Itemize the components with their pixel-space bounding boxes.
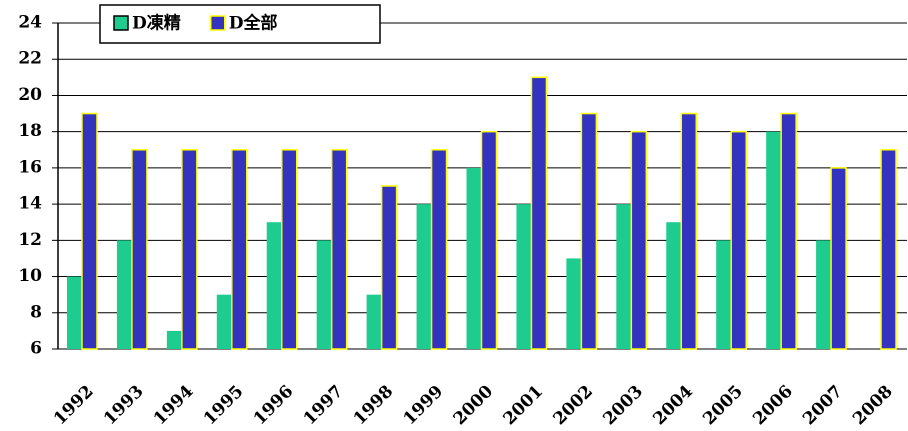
x-tick-label: 2005 bbox=[699, 382, 747, 430]
bar bbox=[516, 204, 532, 349]
bar bbox=[466, 167, 482, 349]
bar bbox=[666, 222, 682, 349]
bar bbox=[566, 258, 582, 349]
x-tick-label: 1995 bbox=[200, 382, 248, 430]
y-tick-label: 24 bbox=[18, 13, 42, 33]
bar bbox=[330, 149, 348, 350]
bar bbox=[266, 222, 282, 349]
x-tick-label: 1992 bbox=[50, 382, 98, 430]
x-tick-label: 2004 bbox=[649, 381, 697, 429]
x-tick-label: 2001 bbox=[500, 382, 548, 430]
bar bbox=[316, 240, 332, 349]
y-tick-label: 8 bbox=[30, 302, 42, 322]
x-tick-label: 2000 bbox=[450, 381, 498, 429]
y-tick-label: 6 bbox=[30, 339, 42, 359]
y-tick-label: 20 bbox=[18, 85, 42, 105]
bar bbox=[716, 240, 732, 349]
bar bbox=[830, 167, 847, 350]
bar bbox=[480, 130, 498, 350]
y-tick-label: 10 bbox=[18, 266, 42, 286]
bar bbox=[880, 149, 897, 350]
x-tick-label: 1997 bbox=[300, 382, 348, 430]
x-tick-label: 2008 bbox=[849, 382, 897, 430]
bar bbox=[680, 112, 698, 350]
x-tick-label: 1999 bbox=[400, 382, 448, 430]
bar bbox=[131, 149, 148, 350]
y-tick-label: 14 bbox=[18, 194, 42, 214]
x-tick-label: 1998 bbox=[350, 382, 398, 430]
bar bbox=[216, 294, 232, 349]
x-tick-label: 2003 bbox=[599, 382, 647, 430]
legend-label: D全部 bbox=[229, 13, 278, 34]
bar bbox=[416, 204, 432, 349]
legend-swatch bbox=[210, 15, 226, 31]
bar bbox=[380, 185, 398, 350]
x-tick-label: 1996 bbox=[250, 382, 298, 430]
x-tick-label: 1993 bbox=[100, 382, 148, 430]
x-tick-label: 2007 bbox=[799, 382, 847, 430]
bar bbox=[630, 130, 648, 350]
bar bbox=[766, 131, 782, 349]
bar bbox=[166, 330, 182, 349]
y-tick-label: 18 bbox=[18, 121, 42, 141]
bar bbox=[66, 276, 82, 349]
bar bbox=[816, 240, 832, 349]
legend-swatch bbox=[113, 15, 129, 31]
y-tick-label: 16 bbox=[18, 157, 42, 177]
bar bbox=[730, 130, 747, 350]
bar bbox=[616, 204, 632, 349]
y-tick-label: 12 bbox=[18, 230, 42, 250]
bar bbox=[116, 240, 132, 349]
x-tick-label: 2002 bbox=[549, 382, 597, 430]
legend-box bbox=[99, 4, 381, 44]
bar bbox=[366, 294, 382, 349]
bar bbox=[280, 149, 298, 350]
x-tick-label: 2006 bbox=[749, 382, 797, 430]
bar bbox=[181, 149, 198, 350]
bar bbox=[780, 112, 797, 350]
y-tick-label: 22 bbox=[18, 49, 42, 69]
bar bbox=[231, 149, 248, 350]
bar bbox=[580, 112, 598, 350]
bar bbox=[530, 76, 548, 350]
bar bbox=[81, 112, 98, 350]
legend-label: D凍精 bbox=[132, 13, 181, 34]
bar bbox=[430, 149, 448, 350]
x-tick-label: 1994 bbox=[150, 381, 198, 429]
